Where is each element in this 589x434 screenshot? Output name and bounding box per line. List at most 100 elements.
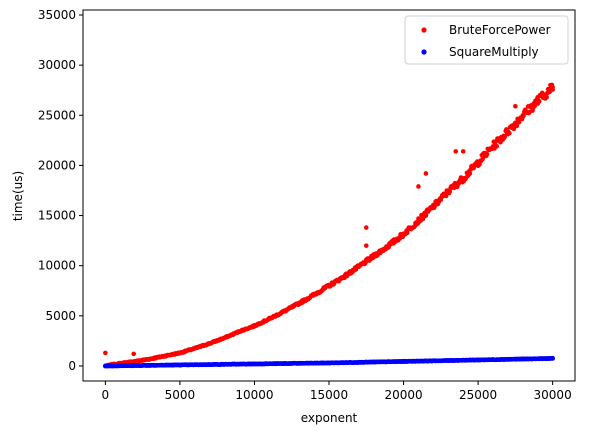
- squaremultiply-point: [520, 356, 526, 362]
- bruteforcepower-point: [514, 123, 520, 129]
- y-tick-label: 35000: [38, 8, 76, 22]
- y-tick-label: 25000: [38, 108, 76, 122]
- bruteforcepower-point: [237, 329, 242, 334]
- bruteforcepower-point: [520, 112, 526, 118]
- x-axis-ticks: 0 5000 10000 15000 20000 25000 30000: [102, 381, 572, 402]
- y-tick-label: 30000: [38, 58, 76, 72]
- bruteforcepower-point: [445, 189, 451, 194]
- x-axis-label: exponent: [301, 411, 358, 425]
- squaremultiply-point: [416, 358, 421, 364]
- squaremultiply-point: [356, 360, 362, 365]
- bruteforcepower-outlier-point: [460, 149, 466, 154]
- squaremultiply-point: [475, 357, 481, 363]
- squaremultiply-point: [267, 361, 272, 367]
- x-tick-label: 15000: [310, 388, 348, 402]
- bruteforcepower-point: [475, 160, 481, 165]
- bruteforcepower-point: [162, 353, 168, 359]
- legend-label-bruteforcepower: BruteForcePower: [449, 23, 551, 37]
- legend-box: [404, 15, 569, 65]
- bruteforcepower-outlier-point: [423, 213, 429, 218]
- squaremultiply-point: [281, 361, 287, 366]
- bruteforcepower-point: [550, 84, 555, 90]
- bruteforcepower-point: [460, 176, 466, 181]
- squaremultiply-point: [192, 362, 198, 368]
- squaremultiply-point: [371, 359, 377, 365]
- bruteforcepower-point: [386, 243, 391, 248]
- points-layer: [103, 82, 555, 369]
- squaremultiply-point: [460, 357, 466, 363]
- legend: BruteForcePower SquareMultiply: [404, 15, 569, 65]
- bruteforcepower-point: [252, 323, 257, 329]
- bruteforcepower-point: [222, 335, 227, 341]
- bruteforcepower-point: [535, 98, 541, 104]
- squaremultiply-point: [490, 357, 496, 362]
- bruteforcepower-point: [505, 129, 511, 134]
- squaremultiply-point: [550, 356, 555, 361]
- squaremultiply-point: [431, 358, 436, 364]
- squaremultiply-point: [207, 362, 213, 367]
- x-tick-label: 25000: [459, 388, 497, 402]
- x-tick-label: 10000: [235, 388, 273, 402]
- bruteforcepower-point: [490, 144, 496, 149]
- bruteforcepower-outlier-point: [513, 103, 518, 109]
- bruteforcepower-point: [494, 143, 500, 149]
- y-tick-label: 20000: [38, 158, 76, 172]
- bruteforcepower-point: [177, 350, 183, 356]
- x-tick-label: 30000: [534, 388, 572, 402]
- y-axis-label: time(us): [11, 171, 25, 221]
- squaremultiply-point: [147, 363, 153, 368]
- squaremultiply-point: [535, 356, 541, 362]
- squaremultiply-point: [386, 359, 391, 365]
- legend-marker-bruteforcepower: [421, 27, 427, 33]
- bruteforcepower-point: [431, 204, 436, 209]
- squaremultiply-point: [117, 363, 123, 369]
- legend-marker-squaremultiply: [421, 49, 427, 55]
- squaremultiply-point: [237, 361, 242, 367]
- x-tick-label: 0: [102, 388, 110, 402]
- bruteforcepower-point: [416, 218, 421, 223]
- bruteforcepower-outlier-point: [416, 184, 421, 189]
- squaremultiply-point: [177, 362, 183, 368]
- squaremultiply-point: [311, 360, 317, 366]
- bruteforcepower-point: [467, 171, 473, 176]
- bruteforcepower-point: [147, 356, 153, 362]
- bruteforcepower-point: [296, 300, 302, 306]
- x-tick-label: 20000: [384, 388, 422, 402]
- bruteforcepower-point: [267, 316, 272, 322]
- squaremultiply-point: [222, 362, 227, 367]
- y-axis-ticks: 0 5000 10000 15000 20000 25000 30000 35000: [38, 8, 83, 373]
- squaremultiply-point: [505, 357, 511, 362]
- bruteforcepower-point: [326, 283, 332, 289]
- squaremultiply-point: [445, 358, 451, 363]
- bruteforcepower-outlier-point: [131, 351, 136, 357]
- squaremultiply-point: [252, 361, 257, 367]
- bruteforcepower-point: [544, 94, 549, 100]
- bruteforcepower-point: [311, 292, 317, 298]
- y-tick-label: 15000: [38, 209, 76, 223]
- squaremultiply-point: [296, 361, 302, 366]
- bruteforcepower-outlier-point: [363, 243, 369, 248]
- y-tick-label: 10000: [38, 259, 76, 273]
- bruteforcepower-outlier-point: [453, 149, 459, 154]
- squaremultiply-point: [132, 363, 138, 368]
- squaremultiply-point: [401, 359, 406, 364]
- legend-label-squaremultiply: SquareMultiply: [449, 45, 539, 59]
- bruteforcepower-point: [484, 151, 490, 157]
- squaremultiply-point: [341, 360, 347, 365]
- axes-frame: [82, 9, 576, 382]
- y-tick-label: 5000: [45, 309, 76, 323]
- bruteforcepower-outlier-point: [535, 94, 541, 100]
- bruteforcepower-point: [192, 346, 198, 351]
- squaremultiply-point: [162, 362, 168, 368]
- bruteforcepower-point: [511, 126, 517, 132]
- squaremultiply-point: [326, 360, 332, 366]
- squaremultiply-point: [103, 363, 108, 369]
- bruteforcepower-point: [401, 231, 406, 237]
- x-tick-label: 5000: [165, 388, 196, 402]
- bruteforcepower-point: [356, 264, 362, 269]
- y-tick-label: 0: [68, 359, 76, 373]
- bruteforcepower-point: [341, 274, 347, 280]
- bruteforcepower-outlier-point: [103, 350, 108, 356]
